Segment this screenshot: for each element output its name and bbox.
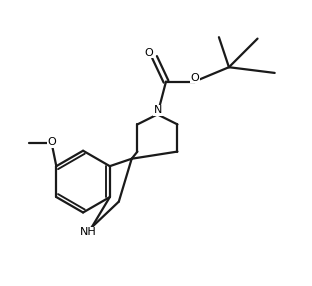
Text: O: O <box>48 138 56 147</box>
Text: O: O <box>144 48 153 58</box>
Text: N: N <box>154 105 162 115</box>
Text: O: O <box>191 73 200 83</box>
Text: NH: NH <box>80 227 96 237</box>
